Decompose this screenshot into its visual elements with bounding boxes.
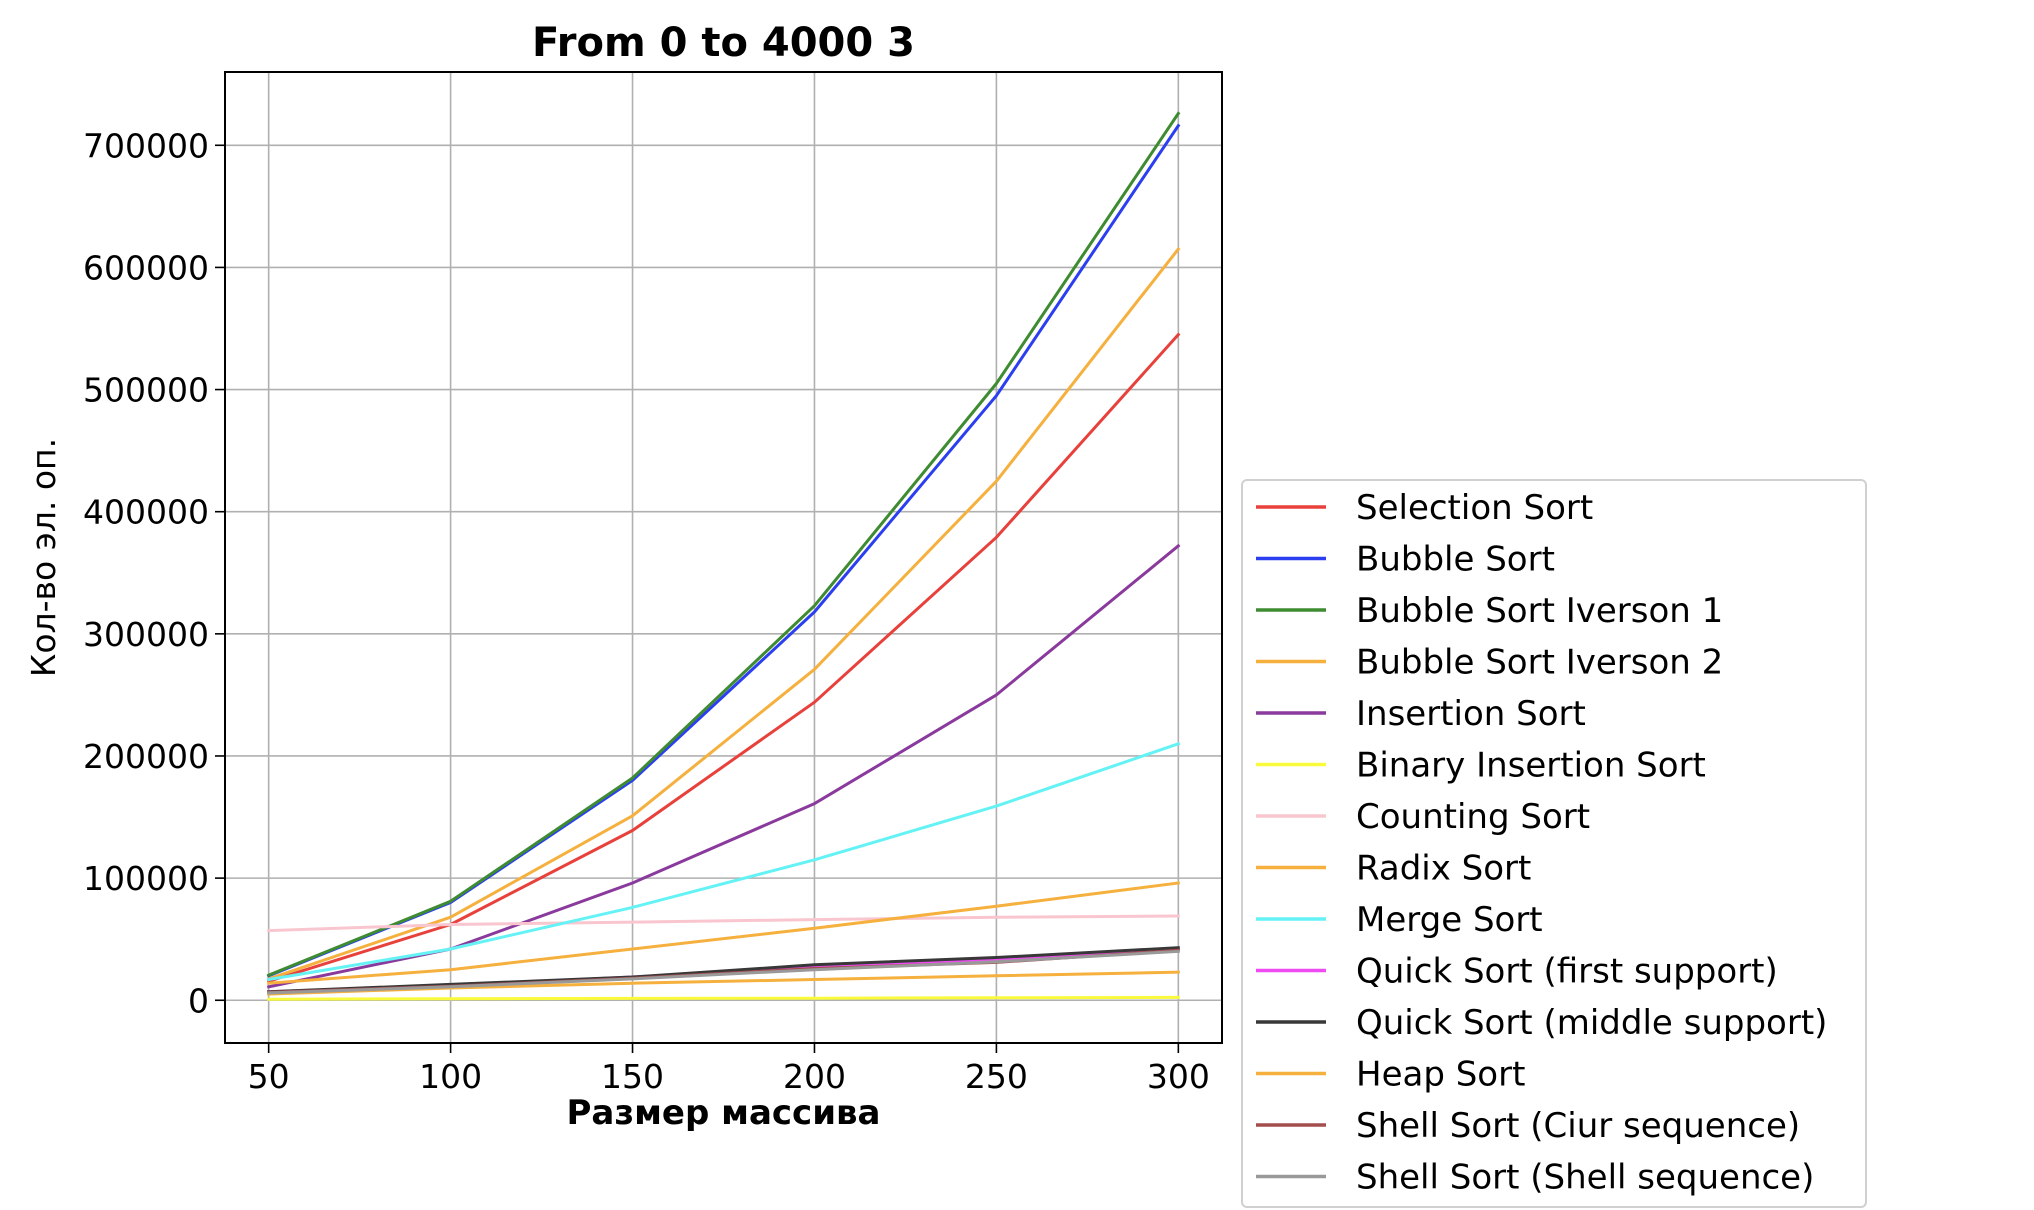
legend-box (1241, 479, 1867, 1208)
x-tick-label: 150 (601, 1057, 664, 1096)
y-tick-label: 600000 (83, 248, 209, 287)
y-tick-label: 200000 (83, 737, 209, 776)
plot-frame (224, 71, 1223, 1044)
series-line-2 (266, 111, 1181, 978)
series-line-1 (266, 123, 1181, 978)
legend-label-4: Insertion Sort (1356, 694, 1586, 734)
series-line-8 (266, 741, 1181, 982)
x-tick-label: 50 (248, 1057, 290, 1096)
y-tick-label: 700000 (83, 126, 209, 165)
x-tick-label: 250 (965, 1057, 1028, 1096)
y-tick-label: 300000 (83, 615, 209, 654)
legend-label-7: Radix Sort (1356, 849, 1531, 889)
legend-label-3: Bubble Sort Iverson 2 (1356, 643, 1723, 683)
series-line-3 (266, 246, 1181, 981)
legend-label-9: Quick Sort (first support) (1356, 952, 1778, 992)
series-line-10 (267, 946, 1180, 994)
series-lines (266, 111, 1181, 1001)
x-axis-label: Размер массива (567, 1093, 881, 1133)
series-line-6 (267, 914, 1180, 933)
y-tick-label: 100000 (83, 859, 209, 898)
axis-ticks: 50 100 150 200 250 300 0 100000 200000 300000 4000… (83, 126, 1210, 1096)
series-line-7 (267, 881, 1180, 985)
y-tick-label: 0 (188, 981, 209, 1020)
series-line-0 (266, 332, 1181, 984)
y-axis-label: Кол-во эл. оп. (24, 438, 63, 677)
y-tick-label: 400000 (83, 493, 209, 532)
legend-label-8: Merge Sort (1356, 900, 1543, 940)
x-tick-label: 100 (419, 1057, 482, 1096)
legend-label-1: Bubble Sort (1356, 540, 1555, 580)
series-line-5 (267, 995, 1180, 1001)
series-line-13 (267, 949, 1180, 995)
legend-label-10: Quick Sort (middle support) (1356, 1003, 1827, 1043)
grid (225, 72, 1222, 1043)
legend: Selection Sort Bubble Sort Bubble Sort Ive… (1241, 479, 1867, 1208)
y-tick-label: 500000 (83, 371, 209, 410)
legend-label-11: Heap Sort (1356, 1055, 1525, 1095)
x-tick-label: 200 (783, 1057, 846, 1096)
legend-label-0: Selection Sort (1356, 488, 1593, 528)
legend-label-12: Shell Sort (Ciur sequence) (1356, 1106, 1800, 1146)
chart-title: From 0 to 4000 3 (532, 20, 915, 66)
legend-label-2: Bubble Sort Iverson 1 (1356, 591, 1723, 631)
legend-label-6: Counting Sort (1356, 797, 1590, 837)
x-tick-label: 300 (1147, 1057, 1210, 1096)
legend-label-13: Shell Sort (Shell sequence) (1356, 1158, 1814, 1198)
legend-label-5: Binary Insertion Sort (1356, 746, 1706, 786)
